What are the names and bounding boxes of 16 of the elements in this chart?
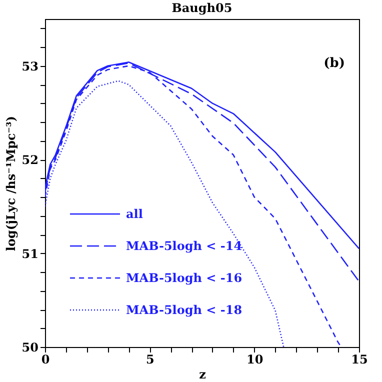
y-axis-title: log(jLyc /hs⁻¹Mpc⁻³) xyxy=(4,116,18,252)
y-tick-label: 53 xyxy=(22,59,38,74)
annotation: (b) xyxy=(324,56,345,71)
x-tick-label: 0 xyxy=(41,352,50,366)
legend-label: MAB-5logh < -16 xyxy=(126,271,242,285)
legend-label: MAB-5logh < -14 xyxy=(126,239,242,253)
y-tick-label: 51 xyxy=(22,246,38,261)
chart-title: Baugh05 xyxy=(172,1,232,15)
y-tick-label: 50 xyxy=(22,340,38,354)
x-tick-label: 5 xyxy=(146,352,154,366)
x-axis-title: z xyxy=(199,368,206,382)
legend-label: all xyxy=(126,207,144,221)
legend-label: MAB-5logh < -18 xyxy=(126,303,242,317)
x-tick-label: 15 xyxy=(351,352,368,366)
x-tick-label: 10 xyxy=(246,352,264,366)
y-tick-label: 52 xyxy=(22,153,38,168)
